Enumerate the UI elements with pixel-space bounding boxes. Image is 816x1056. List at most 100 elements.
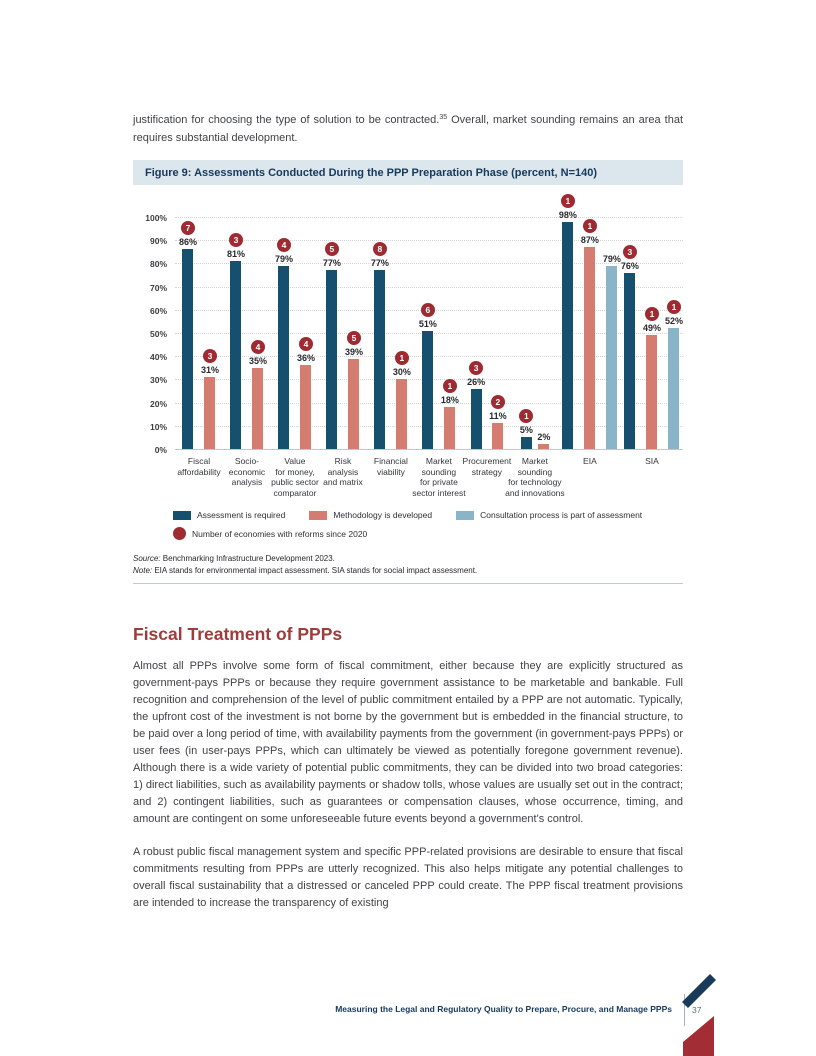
reforms-badge: 7 [180,221,195,236]
footer-separator [684,994,685,1026]
bar-pair: 5 77% 5 39% [323,242,363,449]
bar-pair: 1 98% 1 87% 79% [559,193,621,449]
y-tick-label: 40% [149,352,167,363]
category-label-line: sounding [421,466,457,477]
legend-item: Methodology is developed [309,510,432,520]
bar-column: 2% [537,432,550,449]
reforms-badge: 2 [490,395,505,410]
bar-column: 2 11% [489,395,507,449]
figure-note: Note: EIA stands for environmental impac… [133,565,683,577]
bar-column: 4 79% [274,237,293,449]
bar-column: 1 49% [643,307,661,449]
bar-column: 6 51% [419,302,437,449]
bar [204,377,216,449]
footer-running-title: Measuring the Legal and Regulatory Quali… [335,1004,672,1014]
legend-rect-swatch [456,510,475,520]
y-tick-label: 60% [149,305,167,316]
category-label-line: strategy [471,466,503,477]
legend-label: Methodology is developed [333,510,433,520]
bar-column: 3 76% [620,244,639,449]
reforms-badge: 3 [622,244,637,259]
bar-column: 3 31% [201,349,219,449]
category-label: EIA [583,456,597,467]
category-label-line: Market [521,456,548,466]
source-label: Source: [133,554,161,563]
chart-group: 7 86% 3 31% Fiscal affordability [175,218,223,477]
gridline [175,263,683,265]
chart-group: 5 77% 5 39% Risk analysis and matrix [319,218,367,487]
category-label-line: Risk [334,456,352,466]
bar-value-label: 36% [296,353,315,364]
chart-group: 8 77% 1 30% Financial viability [367,218,415,477]
source-text: Benchmarking Infrastructure Development … [160,554,335,563]
bar-column: 7 86% [179,221,197,449]
legend-label: Number of economies with reforms since 2… [192,528,368,539]
bar-value-label: 77% [322,258,341,269]
bar-value-label: 79% [602,253,621,264]
bar-value-label: 31% [200,365,219,376]
chart: 0% 10% 20% 30% 40% 50% 60% 70% 80% 90% 100% 7 86% 3 3… [133,193,683,498]
bar-value-label: 30% [392,367,411,378]
figure-notes: Source: Benchmarking Infrastructure Deve… [133,553,683,576]
corner-navy-ribbon [682,974,716,1008]
bar-value-label: 35% [248,355,267,366]
category-label: Procurement strategy [463,456,512,477]
bar-value-label: 76% [620,260,639,271]
bar-value-label: 39% [344,346,363,357]
legend-label: Consultation process is part of assessme… [480,510,643,520]
y-tick-label: 0% [154,445,167,455]
reforms-badge: 6 [420,302,435,317]
reforms-badge: 1 [644,307,659,322]
bar-column: 1 18% [441,379,459,449]
gridline [175,286,683,288]
note-text: EIA stands for environmental impact asse… [152,565,478,575]
reforms-badge: 1 [582,219,597,234]
category-label-line: analysis [327,466,359,477]
reforms-badge: 5 [324,242,339,257]
category-label: Value for money, public sector comparator [271,456,319,498]
bar-column: 3 81% [227,233,245,449]
bar-pair: 1 5% 2% [519,409,550,449]
category-label-line: for money, [275,466,315,477]
bar-column: 1 98% [559,193,577,449]
bar-pair: 3 76% 1 49% 1 52% [620,244,683,449]
bar-pair: 4 79% 4 36% [274,237,315,449]
category-label-line: for technology [508,477,562,487]
chart-group: 3 76% 1 49% 1 52% SIA [620,218,683,466]
bar [396,379,408,449]
bar-value-label: 5% [519,425,533,436]
bar-value-label: 79% [274,253,293,264]
category-label-line: sounding [517,466,553,477]
figure-title: Figure 9: Assessments Conducted During t… [145,166,598,179]
gridline [175,240,683,242]
figure-9: Figure 9: Assessments Conducted During t… [133,160,683,584]
bar-value-label: 11% [489,411,507,422]
reforms-badge: 1 [442,379,457,394]
category-label-line: comparator [273,487,317,498]
category-label-line: Socio- [234,456,260,466]
bar-column: 3 26% [467,360,485,449]
corner-decoration [682,974,716,1056]
category-label-line: Procurement [462,456,512,466]
category-label-line: EIA [583,456,597,466]
category-label: Financial viability [374,456,408,477]
reforms-badge: 1 [560,193,575,208]
legend-item: Assessment is required [173,510,285,520]
chart-groups: 7 86% 3 31% Fiscal affordability 3 81% 4 35% Socio… [175,193,683,498]
chart-group: 1 98% 1 87% 79% EIA [559,193,621,466]
bar [422,330,434,449]
y-tick-label: 90% [149,236,167,247]
category-label-line: and matrix [323,477,363,487]
bar [278,265,290,449]
bar-value-label: 2% [537,432,551,443]
chart-plot: 7 86% 3 31% Fiscal affordability 3 81% 4 35% Socio… [175,193,683,498]
chart-group: 3 26% 2 11% Procurement strategy [463,218,511,477]
category-label: Market sounding for technology and innovati… [505,456,565,498]
body-paragraph-2: A robust public fiscal management system… [133,846,683,909]
category-label: Risk analysis and matrix [323,456,363,488]
chart-group: 6 51% 1 18% Market sounding for private sector … [412,218,466,498]
bar [646,335,658,449]
y-tick-label: 30% [149,375,167,386]
section-heading: Fiscal Treatment of PPPs [133,624,343,644]
y-tick-label: 50% [149,329,167,339]
